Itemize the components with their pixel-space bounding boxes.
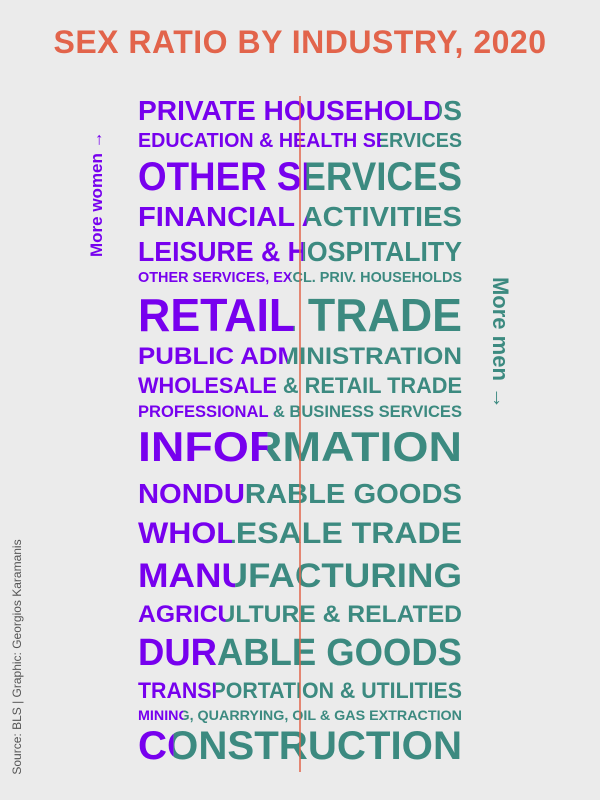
industry-label-men-part: CONSTRUCTION <box>138 724 462 768</box>
more-men-text: More men <box>488 276 513 381</box>
industry-label-women-part: EDUCATION & HEALTH SERVICES <box>138 130 462 152</box>
industry-label-women-part: RETAIL TRADE <box>138 289 462 341</box>
industry-label-men-part: WHOLESALE & RETAIL TRADE <box>138 373 462 398</box>
industry-label-women-part: OTHER SERVICES, EXCL. PRIV. HOUSEHOLDS <box>138 269 462 286</box>
industry-label-men-part: DURABLE GOODS <box>138 632 462 674</box>
industry-label-women-part: AGRICULTURE & RELATED <box>138 601 462 628</box>
industry-row: TRANSPORTATION & UTILITIESTRANSPORTATION… <box>138 678 462 703</box>
industry-label-women-part: PRIVATE HOUSEHOLDS <box>138 95 462 126</box>
industry-label-men-part: TRANSPORTATION & UTILITIES <box>138 678 462 703</box>
industry-label-women-part: CONSTRUCTION <box>138 724 462 768</box>
industry-label-men-part: WHOLESALE TRADE <box>138 517 462 550</box>
industry-label-men-part: OTHER SERVICES <box>138 155 462 199</box>
industry-label-men-part: PRIVATE HOUSEHOLDS <box>138 95 462 126</box>
industry-label-men-part: FINANCIAL ACTIVITIES <box>138 201 462 232</box>
industry-label-women-part: PUBLIC ADMINISTRATION <box>138 343 462 370</box>
industry-label-women-part: WHOLESALE TRADE <box>138 517 462 550</box>
industry-label-men-part: NONDURABLE GOODS <box>138 478 462 509</box>
industry-label-men-part: PUBLIC ADMINISTRATION <box>138 343 462 370</box>
more-women-label: More women → <box>87 131 107 257</box>
industry-label-women-part: PROFESSIONAL & BUSINESS SERVICES <box>138 402 462 421</box>
industry-label-men-part: OTHER SERVICES, EXCL. PRIV. HOUSEHOLDS <box>138 269 462 286</box>
industry-label-women-part: LEISURE & HOSPITALITY <box>138 236 462 267</box>
industry-label-men-part: RETAIL TRADE <box>138 289 462 341</box>
chart-title: SEX RATIO BY INDUSTRY, 2020 <box>53 24 547 60</box>
industry-row: OTHER SERVICES, EXCL. PRIV. HOUSEHOLDSOT… <box>138 269 462 286</box>
industry-label-men-part: MANUFACTURING <box>138 557 462 595</box>
industry-row: PROFESSIONAL & BUSINESS SERVICESPROFESSI… <box>138 402 462 421</box>
industry-label-women-part: MINING, QUARRYING, OIL & GAS EXTRACTION <box>138 707 462 723</box>
industry-label-men-part: LEISURE & HOSPITALITY <box>138 236 462 267</box>
industry-label-women-part: INFORMATION <box>138 423 462 470</box>
arrow-down-icon: → <box>488 387 513 410</box>
more-men-label: More men → <box>487 273 513 413</box>
industry-label-women-part: WHOLESALE & RETAIL TRADE <box>138 373 462 398</box>
industry-label-men-part: EDUCATION & HEALTH SERVICES <box>138 130 462 152</box>
more-women-text: More women <box>87 153 106 257</box>
industry-label-women-part: FINANCIAL ACTIVITIES <box>138 201 462 232</box>
industry-label-men-part: PROFESSIONAL & BUSINESS SERVICES <box>138 402 462 421</box>
industry-label-women-part: OTHER SERVICES <box>138 155 462 199</box>
source-caption: Source: BLS | Graphic: Georgios Karamani… <box>10 539 24 775</box>
arrow-right-icon: → <box>87 131 106 149</box>
industry-label-women-part: MANUFACTURING <box>138 557 462 595</box>
industry-label-men-part: AGRICULTURE & RELATED <box>138 601 462 628</box>
industry-label-women-part: TRANSPORTATION & UTILITIES <box>138 678 462 703</box>
industry-label-men-part: MINING, QUARRYING, OIL & GAS EXTRACTION <box>138 707 462 723</box>
industry-label-women-part: NONDURABLE GOODS <box>138 478 462 509</box>
industry-label-women-part: DURABLE GOODS <box>138 632 462 674</box>
industry-row: MINING, QUARRYING, OIL & GAS EXTRACTIONM… <box>138 707 462 723</box>
